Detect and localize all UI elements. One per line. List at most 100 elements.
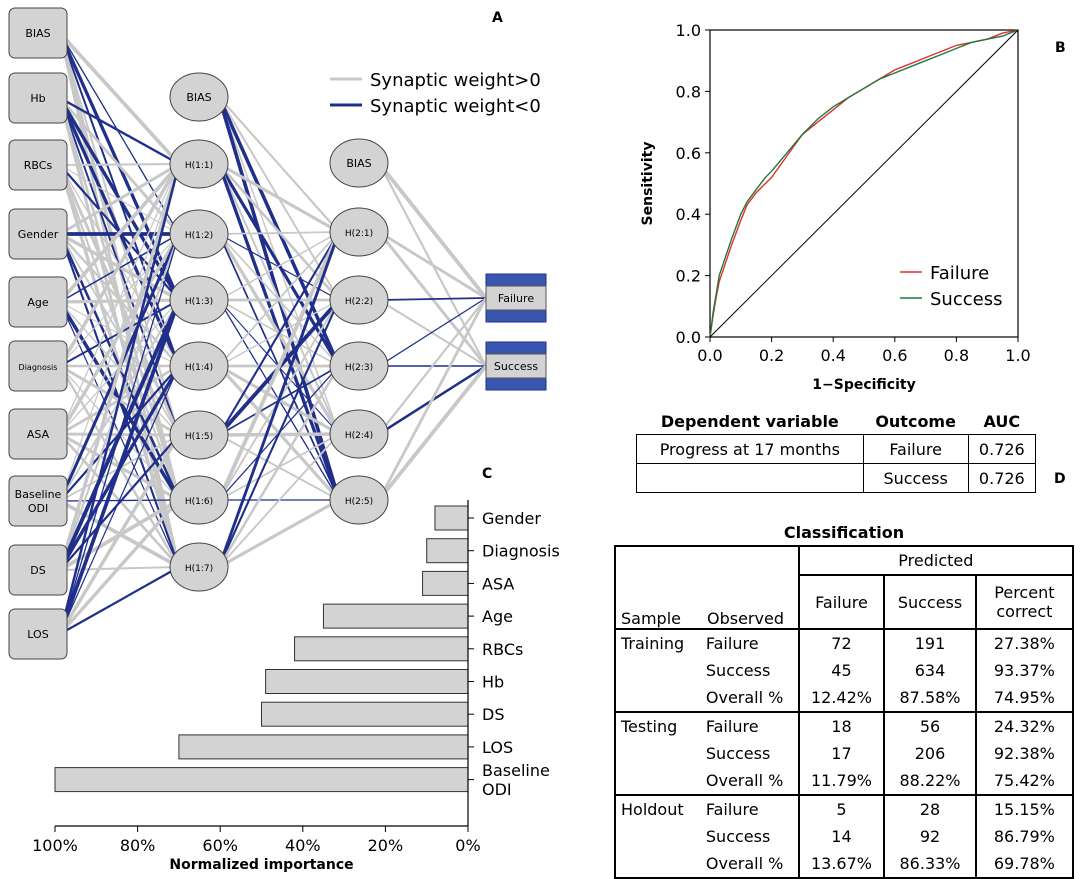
classification-body: Training Failure 72 191 27.38% Success 45 634 93… [615, 628, 1073, 878]
importance-x-tick-label: 80% [120, 836, 156, 855]
row-percent-correct: 69.78% [974, 850, 1073, 878]
hidden1-node-ellipse [169, 542, 229, 592]
importance-category-label: DS [482, 705, 504, 724]
hidden2-node-label: BIAS [346, 157, 371, 170]
hidden1-node-label: H(1:1) [185, 161, 213, 171]
row-success-count: 92 [883, 823, 976, 850]
auc-cell-outcome: Success [862, 463, 969, 493]
auc-cell-variable [636, 463, 864, 493]
hidden1-node-bias: BIAS [169, 72, 229, 122]
importance-bar-hb [265, 669, 469, 694]
header-percent: Percent correct [974, 575, 1073, 629]
input-node-age: Age [8, 276, 68, 328]
hidden2-node-h-2-3: H(2:3) [329, 341, 389, 391]
hidden2-node-label: H(2:5) [345, 497, 373, 507]
input-node-box [8, 340, 68, 392]
classification-row: Testing Failure 18 56 24.32% [615, 711, 1073, 740]
input-node-label: BIAS [25, 27, 50, 40]
row-failure-count: 14 [797, 823, 885, 850]
hidden2-node-h-2-5: H(2:5) [329, 475, 389, 525]
synapse-line [58, 31, 181, 166]
hidden1-node-h-1-2: H(1:2) [169, 209, 229, 259]
roc-y-tick-label: 0.6 [676, 144, 701, 163]
classification-title: Classification [783, 523, 905, 542]
hidden1-node-label: H(1:4) [185, 363, 213, 373]
row-percent-correct: 86.79% [974, 823, 1073, 850]
synapse-line [377, 297, 488, 501]
auc-row: Success 0.726 [636, 463, 1037, 493]
synapse-line [58, 434, 181, 635]
legend-negative-label: Synaptic weight<0 [370, 96, 541, 117]
hidden1-node-h-1-4: H(1:4) [169, 341, 229, 391]
hidden2-node-label: H(2:4) [345, 431, 373, 441]
synapse-line [58, 97, 181, 235]
hidden1-node-label: BIAS [186, 91, 211, 104]
synapse-line [377, 161, 488, 300]
network-legend: Synaptic weight>0 Synaptic weight<0 [330, 70, 541, 117]
input-node-label: Baseline [15, 488, 62, 501]
synapse-line [218, 299, 340, 568]
hidden2-node-label: H(2:3) [345, 363, 373, 373]
synapse-line [378, 299, 487, 367]
input-node-label: ODI [28, 502, 48, 515]
auc-header-variable: Dependent variable [660, 411, 839, 431]
row-success-count: 206 [883, 740, 976, 767]
synapse-line [58, 299, 181, 635]
row-success-count: 86.33% [883, 850, 976, 878]
hidden1-node-ellipse [169, 209, 229, 259]
hidden2-node-ellipse [329, 138, 389, 188]
row-failure-count: 45 [797, 657, 885, 684]
output-node-center [485, 285, 547, 311]
roc-x-tick-label: 0.2 [759, 346, 784, 365]
row-percent-correct: 15.15% [974, 794, 1073, 823]
hidden1-node-h-1-3: H(1:3) [169, 275, 229, 325]
auc-header-outcome: Outcome [875, 411, 956, 431]
row-percent-correct: 75.42% [974, 767, 1073, 795]
row-sample: Holdout [615, 794, 701, 823]
input-node-box [8, 544, 68, 596]
row-success-count: 28 [883, 794, 976, 823]
input-node-box [8, 608, 68, 660]
roc-x-tick-label: 0.4 [820, 346, 845, 365]
row-observed: Overall % [705, 771, 784, 790]
hidden1-node-label: H(1:5) [185, 432, 213, 442]
importance-bar-rbcs [294, 636, 469, 662]
hidden2-node-h-2-1: H(2:1) [329, 207, 389, 257]
hidden2-node-h-2-4: H(2:4) [329, 409, 389, 459]
roc-x-tick-label: 0.6 [882, 346, 907, 365]
header-observed: Observed [707, 609, 784, 628]
importance-category-label: ASA [482, 574, 514, 593]
hidden2-node-ellipse [329, 409, 389, 459]
roc-y-tick-label: 0.0 [676, 328, 701, 347]
input-node-box [8, 408, 68, 460]
importance-bar-baseline-odi [54, 767, 469, 793]
output-node-failure: Failure [485, 273, 547, 323]
output-node-label: Failure [498, 292, 534, 305]
synapse-line [378, 297, 487, 435]
classification-row: Overall % 11.79% 88.22% 75.42% [615, 767, 1073, 795]
synapse-line [58, 162, 181, 304]
importance-category-label: RBCs [482, 640, 523, 659]
roc-y-tick-label: 0.2 [676, 267, 701, 286]
importance-x-tick-label: 20% [368, 836, 404, 855]
row-failure-count: 18 [797, 711, 885, 740]
hidden2-node-h-2-2: H(2:2) [329, 275, 389, 325]
roc-x-tick-label: 0.0 [697, 346, 722, 365]
hidden1-node-label: H(1:7) [185, 564, 213, 574]
network-edges [58, 31, 488, 636]
input-node-label: Gender [18, 228, 59, 241]
hidden1-node-h-1-7: H(1:7) [169, 542, 229, 592]
synapse-line [59, 566, 180, 635]
row-percent-correct: 92.38% [974, 740, 1073, 767]
input-node-los: LOS [8, 608, 68, 660]
synapse-line [218, 433, 340, 568]
input-node-diagnosis: Diagnosis [8, 340, 68, 392]
row-observed: Overall % [705, 854, 784, 873]
importance-category-label: Age [482, 607, 513, 626]
hidden1-node-h-1-6: H(1:6) [169, 475, 229, 525]
row-observed: Success [705, 661, 771, 680]
synapse-line [58, 163, 181, 635]
hidden1-node-ellipse [169, 410, 229, 460]
